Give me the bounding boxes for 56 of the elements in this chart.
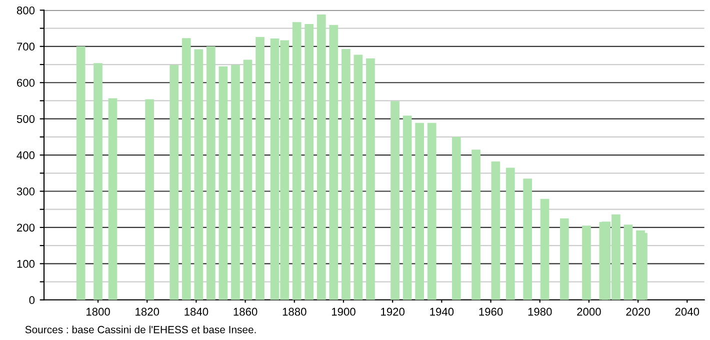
bar xyxy=(624,224,633,300)
bar xyxy=(170,64,179,300)
x-tick-label: 1860 xyxy=(234,308,258,316)
bar xyxy=(108,98,118,300)
y-tick-label: 600 xyxy=(17,78,35,87)
y-tick-label: 800 xyxy=(16,6,35,14)
y-tick-label: 200 xyxy=(17,224,35,232)
x-tick-label: 1840 xyxy=(184,308,208,316)
bar xyxy=(582,226,591,300)
bar xyxy=(415,122,424,300)
bar xyxy=(316,14,326,300)
x-tick-label: 1940 xyxy=(430,308,454,316)
bar xyxy=(329,25,338,300)
bar xyxy=(354,54,363,300)
bar xyxy=(452,136,461,300)
x-tick-label: 1820 xyxy=(136,308,160,316)
bar xyxy=(638,232,648,300)
y-tick-label: 100 xyxy=(17,260,35,268)
x-tick-label: 2000 xyxy=(577,308,601,316)
bar xyxy=(76,46,86,300)
x-tick-label: 1920 xyxy=(381,308,405,316)
source-note: Sources : base Cassini de l'EHESS et base Insee. xyxy=(25,326,256,334)
bar xyxy=(94,63,102,300)
x-tick-label: 2020 xyxy=(626,308,650,316)
bar xyxy=(292,22,302,300)
y-tick-label: 300 xyxy=(16,188,35,196)
bar xyxy=(256,36,264,300)
bar xyxy=(540,198,550,300)
bar xyxy=(194,49,204,300)
bar xyxy=(366,58,375,300)
x-tick-label: 1980 xyxy=(528,308,552,316)
y-tick-label: 400 xyxy=(16,151,35,160)
bar xyxy=(560,218,569,300)
bar xyxy=(506,168,515,300)
bar xyxy=(390,101,400,300)
bar xyxy=(342,48,350,300)
y-tick-label: 700 xyxy=(17,42,35,51)
bar xyxy=(472,150,480,300)
bar xyxy=(491,162,500,300)
bar xyxy=(231,64,240,300)
bar xyxy=(182,38,191,300)
x-tick-label: 1900 xyxy=(332,308,356,316)
x-tick-label: 1880 xyxy=(282,308,306,316)
bar xyxy=(145,99,154,300)
x-tick-label: 2040 xyxy=(675,308,700,316)
bar xyxy=(218,66,228,300)
bar xyxy=(304,24,314,300)
bar xyxy=(402,116,412,300)
y-tick-label: 500 xyxy=(16,115,35,123)
x-tick-label: 1800 xyxy=(86,308,110,316)
x-tick-label: 1960 xyxy=(479,308,503,316)
bar xyxy=(427,122,436,300)
bar xyxy=(206,46,216,300)
y-tick-label: 0 xyxy=(29,296,35,304)
bar xyxy=(243,60,252,300)
bar xyxy=(523,178,532,300)
